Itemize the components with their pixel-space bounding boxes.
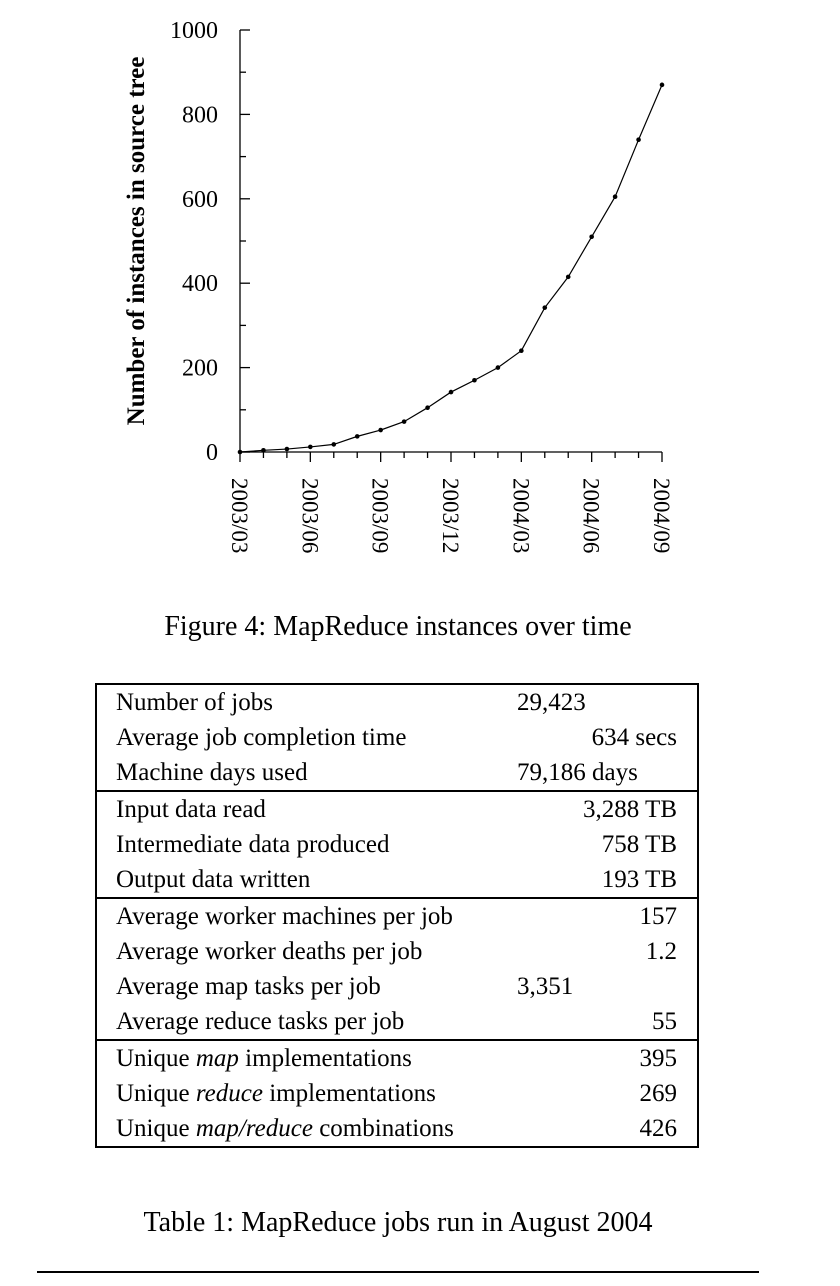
row-value: 29,423	[517, 689, 586, 716]
data-point	[589, 234, 594, 240]
chart-series	[239, 84, 663, 453]
table-row: Machine days used 79,186 days	[96, 755, 698, 791]
row-value: 1.2	[645, 938, 677, 965]
figure-caption: Figure 4: MapReduce instances over time	[164, 611, 632, 642]
table-row: Number of jobs 29,423	[96, 684, 698, 720]
table-row: Input data read 3,288 TB	[96, 790, 698, 827]
data-point	[378, 427, 383, 433]
data-point	[401, 419, 407, 424]
table-row: Average worker machines per job 157	[96, 897, 698, 934]
data-point	[612, 194, 618, 199]
x-tick-label: 2004/09	[649, 478, 674, 553]
data-point	[425, 405, 430, 410]
data-point	[495, 365, 501, 370]
y-tick-label: 0	[206, 440, 218, 466]
row-value: 426	[639, 1115, 678, 1142]
x-tick-label: 2003/09	[368, 478, 393, 553]
y-tick-label: 600	[182, 187, 218, 213]
table-row: Average job completion time 634 secs	[96, 720, 698, 755]
table-row: Intermediate data produced 758 TB	[96, 827, 698, 862]
data-point	[519, 348, 524, 354]
row-label: Number of jobs	[116, 689, 273, 716]
data-point	[354, 434, 360, 439]
row-label: Average job completion time	[116, 724, 407, 751]
row-value: 3,351	[517, 973, 574, 1000]
row-label: Unique reduce implementations	[116, 1080, 436, 1107]
chart-points	[237, 82, 665, 455]
y-axis-label: Number of instances in source tree	[123, 57, 150, 426]
table-row: Unique map implementations 395	[96, 1039, 698, 1076]
row-label: Average map tasks per job	[116, 973, 381, 1000]
series-line	[239, 84, 663, 453]
data-point	[308, 444, 313, 450]
table-row: Unique map/reduce combinations 426	[96, 1111, 698, 1147]
row-value: 269	[639, 1080, 678, 1107]
row-label: Unique map implementations	[96, 1039, 517, 1076]
row-label: Input data read	[96, 790, 517, 827]
x-tick-label: 2003/03	[227, 478, 252, 553]
stats-table: Number of jobs 29,423 Average job completi…	[95, 683, 699, 1148]
x-tick-label: 2003/12	[438, 478, 463, 553]
data-point	[448, 389, 454, 395]
data-point	[565, 274, 571, 280]
data-point	[284, 446, 290, 452]
y-tick-label: 200	[182, 356, 218, 382]
data-point	[237, 449, 243, 455]
table-row: Unique reduce implementations 269	[96, 1076, 698, 1111]
chart-axes	[239, 29, 663, 462]
row-label: Average worker deaths per job	[116, 938, 423, 965]
row-value: 3,288 TB	[517, 790, 698, 827]
data-point	[636, 137, 641, 143]
y-tick-label: 1000	[170, 18, 218, 44]
row-label: Machine days used	[116, 759, 308, 786]
table-row: Output data written 193 TB	[96, 862, 698, 898]
row-value: 634 secs	[591, 724, 677, 751]
row-label: Average reduce tasks per job	[116, 1008, 405, 1035]
x-tick-label: 2004/06	[579, 478, 604, 553]
y-tick-label: 800	[182, 102, 218, 128]
data-point	[542, 305, 548, 310]
row-value: 395	[517, 1039, 698, 1076]
table-row: Average worker deaths per job 1.2	[96, 934, 698, 969]
footnote-rule	[37, 1271, 759, 1273]
row-label: Average worker machines per job	[96, 897, 517, 934]
y-tick-label: 400	[182, 271, 218, 297]
chart-labels: 0 200 400 600 800 1000 2003/03 2003/06 2003/09 20…	[123, 18, 674, 553]
data-point	[472, 377, 477, 383]
instances-chart: 0 200 400 600 800 1000 2003/03 2003/06 2003/09 20…	[123, 18, 674, 553]
row-label: Unique map/reduce combinations	[116, 1115, 454, 1142]
row-value: 758 TB	[601, 831, 677, 858]
x-tick-label: 2004/03	[508, 478, 533, 553]
row-value: 79,186 days	[517, 759, 638, 786]
row-value: 193 TB	[601, 866, 677, 893]
row-label: Intermediate data produced	[116, 831, 390, 858]
data-point	[261, 448, 266, 453]
row-value: 157	[517, 897, 698, 934]
data-point	[331, 442, 337, 447]
row-label: Output data written	[116, 866, 311, 893]
table-row: Average reduce tasks per job 55	[96, 1004, 698, 1040]
row-value: 55	[652, 1008, 677, 1035]
table-row: Average map tasks per job 3,351	[96, 969, 698, 1004]
x-tick-label: 2003/06	[297, 478, 322, 553]
data-point	[659, 82, 665, 88]
table-caption: Table 1: MapReduce jobs run in August 20…	[143, 1207, 653, 1238]
